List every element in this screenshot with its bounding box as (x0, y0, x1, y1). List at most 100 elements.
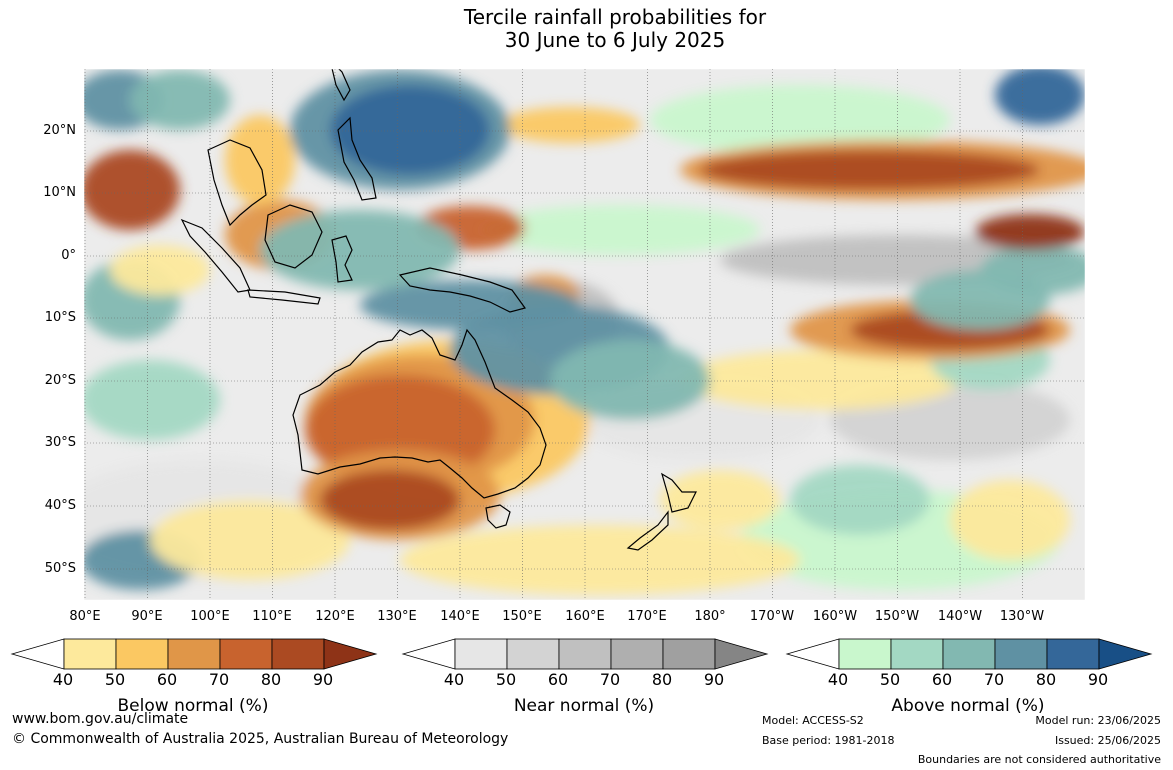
coastlines (180, 69, 697, 551)
lat-label-10s: 10°S (44, 310, 76, 325)
colorbar-segment (1046, 638, 1100, 670)
colorbar-segment (506, 638, 560, 670)
probability-region (320, 470, 460, 530)
near-tick-80: 80 (651, 670, 673, 689)
near-tick-70: 70 (599, 670, 621, 689)
disclaimer-text: Boundaries are not considered authoritat… (917, 753, 1161, 766)
colorbar-segment (10, 638, 65, 670)
probability-region (84, 150, 180, 230)
above-normal-colorbar (785, 638, 1153, 670)
probability-region (330, 85, 490, 175)
probability-region (225, 115, 295, 205)
colorbar-segment (1098, 638, 1153, 670)
below-tick-90: 90 (312, 670, 334, 689)
probability-region (500, 107, 640, 143)
model-text: Model: ACCESS-S2 (762, 714, 864, 727)
colorbar-segment (558, 638, 612, 670)
probability-region (975, 214, 1085, 250)
above-tick-70: 70 (983, 670, 1005, 689)
base-period-text: Base period: 1981-2018 (762, 734, 895, 747)
colorbar-segment (115, 638, 169, 670)
probability-region (790, 465, 930, 535)
java-outline (247, 289, 321, 305)
lat-label-40s: 40°S (44, 498, 76, 513)
above-tick-90: 90 (1087, 670, 1109, 689)
below-tick-60: 60 (156, 670, 178, 689)
tasmania-outline (485, 504, 511, 529)
lon-label-170e: 170°E (627, 609, 667, 624)
probability-region (84, 360, 220, 440)
colorbar-segment (942, 638, 996, 670)
below-tick-40: 40 (52, 670, 74, 689)
colorbar-segment (401, 638, 456, 670)
near-normal-colorbar (401, 638, 769, 670)
lat-label-10n: 10°N (43, 185, 76, 200)
map-title-line1: Tercile rainfall probabilities for (463, 5, 767, 29)
below-tick-70: 70 (208, 670, 230, 689)
lon-label-100e: 100°E (190, 609, 230, 624)
near-tick-50: 50 (495, 670, 517, 689)
probability-region (150, 500, 350, 580)
colorbar-segment (662, 638, 716, 670)
colorbar-segment (785, 638, 840, 670)
lon-label-130w: 130°W (999, 609, 1045, 624)
probability-region (950, 480, 1070, 560)
lon-label-140w: 140°W (937, 609, 983, 624)
lon-label-150e: 150°E (502, 609, 542, 624)
lon-label-90e: 90°E (131, 609, 163, 624)
probability-region (995, 69, 1085, 125)
probability-region (680, 350, 960, 410)
near-tick-90: 90 (703, 670, 725, 689)
probability-region (260, 210, 460, 290)
above-normal-label: Above normal (%) (891, 696, 1045, 716)
website-link[interactable]: www.bom.gov.au/climate (12, 711, 189, 727)
map-title-line2: 30 June to 6 July 2025 (504, 28, 726, 52)
colorbar-segment (219, 638, 273, 670)
graticule (84, 69, 1085, 600)
colorbar-segment (714, 638, 769, 670)
near-normal-label: Near normal (%) (513, 696, 655, 716)
colorbar-segment (838, 638, 892, 670)
colorbar-segment (323, 638, 378, 670)
probability-region (480, 205, 760, 255)
colorbar-segment (271, 638, 325, 670)
colorbar-segment (167, 638, 221, 670)
probability-region (360, 280, 580, 330)
philippines-outline (337, 116, 377, 201)
lon-label-160e: 160°E (565, 609, 605, 624)
lat-label-20s: 20°S (44, 373, 76, 388)
below-tick-80: 80 (260, 670, 282, 689)
lon-label-160w: 160°W (812, 609, 858, 624)
lat-label-20n: 20°N (43, 123, 76, 138)
issued-text: Issued: 25/06/2025 (1054, 734, 1161, 747)
borneo-outline (264, 204, 323, 269)
below-tick-50: 50 (104, 670, 126, 689)
near-tick-60: 60 (547, 670, 569, 689)
lat-label-30s: 30°S (44, 435, 76, 450)
japan-outline (331, 69, 351, 102)
colorbar-segment (890, 638, 944, 670)
lon-label-80e: 80°E (69, 609, 101, 624)
near-tick-40: 40 (443, 670, 465, 689)
colorbar-segment (610, 638, 664, 670)
copyright-text: © Commonwealth of Australia 2025, Austra… (12, 731, 509, 747)
above-tick-60: 60 (931, 670, 953, 689)
probability-region (700, 150, 1040, 190)
model-run-text: Model run: 23/06/2025 (1035, 714, 1161, 727)
indochina-outline (207, 139, 267, 227)
australia-outline (292, 328, 547, 499)
new-zealand-north-outline (661, 472, 697, 513)
lon-label-170w: 170°W (749, 609, 795, 624)
probability-region (650, 85, 950, 155)
probability-region (130, 70, 230, 130)
probability-region (550, 340, 710, 420)
lat-label-50s: 50°S (44, 561, 76, 576)
lon-label-120e: 120°E (315, 609, 355, 624)
probability-region (660, 470, 780, 530)
sulawesi-outline (331, 235, 353, 283)
below-normal-colorbar (10, 638, 378, 670)
colorbar-segment (454, 638, 508, 670)
probability-region (110, 245, 210, 295)
new-zealand-south-outline (626, 510, 669, 551)
